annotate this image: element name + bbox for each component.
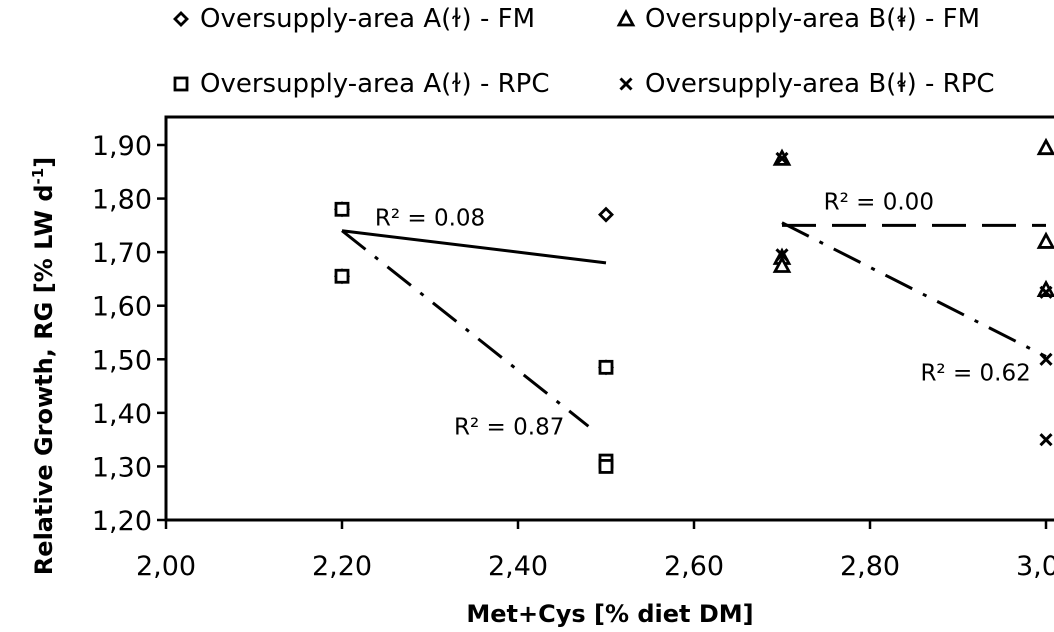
axes bbox=[157, 115, 1054, 529]
x-tick-label: 2,60 bbox=[664, 551, 724, 582]
legend-marker bbox=[619, 77, 633, 91]
data-point-series-2 bbox=[772, 255, 792, 273]
x-tick-label: 2,80 bbox=[840, 551, 900, 582]
r-squared-label: R² = 0.62 bbox=[920, 361, 1030, 387]
data-point-series-2 bbox=[1036, 137, 1054, 156]
y-tick-label: 1,90 bbox=[92, 131, 152, 162]
data-point-series-1 bbox=[598, 206, 614, 223]
data-point-series-4 bbox=[1039, 285, 1053, 299]
data-point-series-3 bbox=[598, 459, 614, 474]
data-points bbox=[334, 137, 1054, 474]
legend-item: Oversupply-area A(ɫ) - FM bbox=[173, 4, 535, 34]
data-point-series-4 bbox=[1039, 433, 1053, 447]
r-squared-label: R² = 0.08 bbox=[375, 205, 485, 231]
x-tick-label: 2,00 bbox=[136, 551, 196, 582]
y-tick-label: 1,40 bbox=[92, 399, 152, 430]
trendline-series-1 bbox=[341, 229, 607, 265]
r-squared-label: R² = 0.00 bbox=[824, 189, 934, 215]
legend-label: Oversupply-area B(ɫ̵) - FM bbox=[645, 4, 980, 34]
y-tick-label: 1,30 bbox=[92, 452, 152, 483]
legend-marker bbox=[173, 11, 189, 27]
data-point-series-3 bbox=[334, 268, 350, 284]
data-point-series-3 bbox=[598, 359, 614, 375]
legend-label: Oversupply-area A(ɫ) - RPC bbox=[200, 69, 550, 99]
data-point-series-2 bbox=[1036, 231, 1054, 249]
r-squared-label: R² = 0.87 bbox=[454, 414, 564, 440]
x-tick-label: 2,40 bbox=[488, 551, 548, 582]
legend-item: Oversupply-area B(ɫ̵) - RPC bbox=[619, 69, 995, 99]
y-axis-title-sup: -1 bbox=[29, 168, 47, 185]
data-point-series-4 bbox=[1039, 352, 1053, 366]
data-point-series-4 bbox=[775, 248, 789, 262]
legend-item: Oversupply-area A(ɫ) - RPC bbox=[173, 69, 550, 99]
data-point-series-3 bbox=[334, 201, 350, 217]
y-axis-title-main: Relative Growth, RG [% LW d bbox=[30, 184, 58, 575]
data-point-series-4 bbox=[775, 151, 789, 165]
legend-marker bbox=[616, 9, 636, 27]
x-tick-label: 3,00 bbox=[1016, 551, 1054, 582]
y-tick-label: 1,50 bbox=[92, 345, 152, 376]
y-axis-title-tail: ] bbox=[30, 157, 58, 168]
legend-item: Oversupply-area B(ɫ̵) - FM bbox=[616, 4, 980, 34]
legend-label: Oversupply-area B(ɫ̵) - RPC bbox=[645, 69, 995, 99]
y-tick-label: 1,80 bbox=[92, 185, 152, 216]
tick-labels: 1,20 1,30 1,40 1,50 1,60 1,70 1,80 1,90 2,00 2,20… bbox=[92, 131, 1054, 582]
legend-marker bbox=[173, 76, 189, 92]
y-axis-title: Relative Growth, RG [% LW d-1] bbox=[29, 157, 58, 575]
y-tick-label: 1,70 bbox=[92, 238, 152, 269]
y-tick-label: 1,60 bbox=[92, 292, 152, 323]
legend: Oversupply-area A(ɫ) - FM Oversupply-area… bbox=[173, 4, 995, 99]
plot-frame bbox=[164, 115, 1054, 522]
trendline-series-3 bbox=[341, 229, 590, 428]
x-tick-label: 2,20 bbox=[312, 551, 372, 582]
legend-label: Oversupply-area A(ɫ) - FM bbox=[200, 4, 535, 34]
r-squared-annotations: R² = 0.08 R² = 0.00 R² = 0.87 R² = 0.62 bbox=[375, 189, 1031, 440]
trendline-series-4 bbox=[781, 221, 1047, 358]
x-axis-title: Met+Cys [% diet DM] bbox=[466, 600, 753, 628]
trendlines bbox=[341, 221, 1047, 428]
y-tick-label: 1,20 bbox=[92, 506, 152, 537]
